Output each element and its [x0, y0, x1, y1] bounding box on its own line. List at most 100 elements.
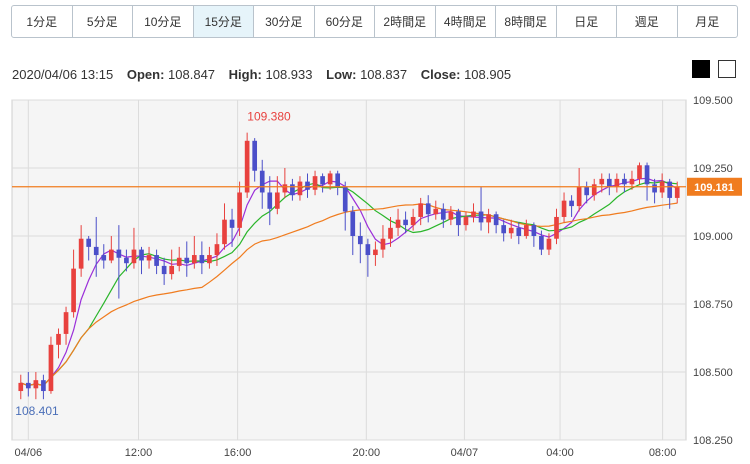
candle-body — [41, 380, 46, 392]
candle-body — [501, 225, 507, 234]
candle-body — [282, 184, 288, 193]
close-value: 108.905 — [464, 67, 512, 82]
candlestick-chart[interactable]: 109.500 109.250 109.000 108.750 108.500 108.2… — [0, 86, 750, 464]
candle-body — [395, 219, 401, 228]
candle-body — [531, 225, 537, 236]
candle-body — [214, 244, 220, 256]
candle-body — [373, 249, 378, 256]
candle-body — [674, 187, 680, 198]
candle-body — [267, 192, 273, 209]
candle-body — [388, 227, 393, 239]
open-label: Open: — [126, 67, 165, 82]
tab-5[interactable]: 60分足 — [315, 6, 375, 37]
ohlc-timestamp: 2020/04/06 13:15 — [12, 67, 114, 82]
current-price-badge — [687, 177, 742, 196]
candle-body — [222, 219, 227, 245]
candle-body — [561, 200, 567, 217]
candle-body — [146, 255, 152, 261]
ohlc-readout: 2020/04/06 13:15 Open: 108.847 High: 108… — [12, 67, 511, 82]
timeframe-tabs: 1分足 5分足 10分足 15分足 30分足 60分足 2時間足 4時間足 8時間足 日足 週足 月足 — [11, 5, 738, 38]
y-tick-label: 109.250 — [693, 163, 733, 175]
dark-theme-button[interactable] — [692, 60, 710, 78]
candle-body — [403, 219, 408, 226]
high-label: High: — [228, 67, 262, 82]
candle-body — [124, 257, 129, 264]
candle-body — [539, 236, 544, 250]
candle-body — [591, 184, 597, 196]
tab-7[interactable]: 4時間足 — [436, 6, 496, 37]
tab-0[interactable]: 1分足 — [12, 6, 73, 37]
candle-body — [357, 236, 363, 245]
candle-body — [139, 249, 144, 261]
y-tick-label: 109.500 — [693, 95, 733, 107]
candle-body — [63, 312, 69, 334]
candle-body — [380, 238, 386, 250]
high-annotation: 109.380 — [247, 110, 291, 124]
candle-body — [546, 238, 552, 250]
candle-body — [327, 173, 333, 185]
light-theme-button[interactable] — [718, 60, 736, 78]
candle-body — [290, 184, 295, 196]
y-tick-label: 108.750 — [693, 299, 733, 311]
candle-body — [622, 178, 627, 185]
candle-body — [456, 211, 461, 226]
candle-body — [259, 170, 265, 193]
candle-body — [184, 257, 190, 264]
tab-1[interactable]: 5分足 — [73, 6, 133, 37]
candle-body — [237, 192, 242, 228]
current-price-label: 109.181 — [694, 182, 734, 194]
candle-body — [478, 211, 484, 223]
tab-2[interactable]: 10分足 — [133, 6, 194, 37]
open-value: 108.847 — [168, 67, 216, 82]
candle-body — [305, 181, 310, 190]
candle-body — [637, 165, 642, 179]
tab-4[interactable]: 30分足 — [254, 6, 315, 37]
candle-body — [486, 214, 491, 223]
candle-body — [644, 165, 650, 185]
candle-body — [56, 333, 61, 345]
candle-body — [463, 216, 469, 226]
tab-9[interactable]: 日足 — [557, 6, 617, 37]
low-label: Low: — [326, 67, 357, 82]
candle-body — [229, 219, 235, 228]
candle-body — [320, 176, 325, 185]
candle-body — [576, 187, 582, 207]
candle-body — [614, 178, 620, 188]
x-tick-label: 08:00 — [649, 447, 677, 459]
candle-body — [25, 382, 31, 389]
candle-body — [418, 203, 424, 217]
candle-body — [274, 192, 280, 209]
low-value: 108.837 — [360, 67, 408, 82]
tab-3[interactable]: 15分足 — [193, 6, 254, 37]
candle-body — [584, 187, 590, 196]
candle-body — [508, 227, 514, 234]
candle-body — [191, 255, 197, 264]
candle-body — [599, 178, 605, 185]
candle-body — [523, 225, 529, 236]
y-tick-label: 108.500 — [693, 367, 733, 379]
x-tick-label: 16:00 — [224, 447, 252, 459]
y-tick-label: 109.000 — [693, 231, 733, 243]
plot-area — [11, 99, 687, 441]
tab-10[interactable]: 週足 — [617, 6, 678, 37]
candle-body — [176, 257, 182, 266]
candle-body — [433, 208, 439, 215]
candle-body — [629, 178, 635, 185]
candle-body — [48, 344, 54, 392]
tab-6[interactable]: 2時間足 — [375, 6, 436, 37]
candle-body — [108, 249, 114, 261]
candle-body — [440, 208, 446, 220]
candle-body — [169, 265, 175, 275]
candle-body — [471, 211, 476, 217]
ma-short-line — [20, 177, 678, 387]
candle-body — [71, 268, 76, 313]
candle-body — [342, 187, 348, 212]
candle-body — [252, 140, 258, 171]
candle-body — [410, 216, 416, 226]
candle-body — [493, 214, 499, 226]
close-label: Close: — [420, 67, 461, 82]
candle-body — [93, 246, 99, 256]
tab-11[interactable]: 月足 — [695, 15, 720, 29]
x-tick-label: 04:00 — [546, 447, 574, 459]
tab-8[interactable]: 8時間足 — [496, 6, 557, 37]
